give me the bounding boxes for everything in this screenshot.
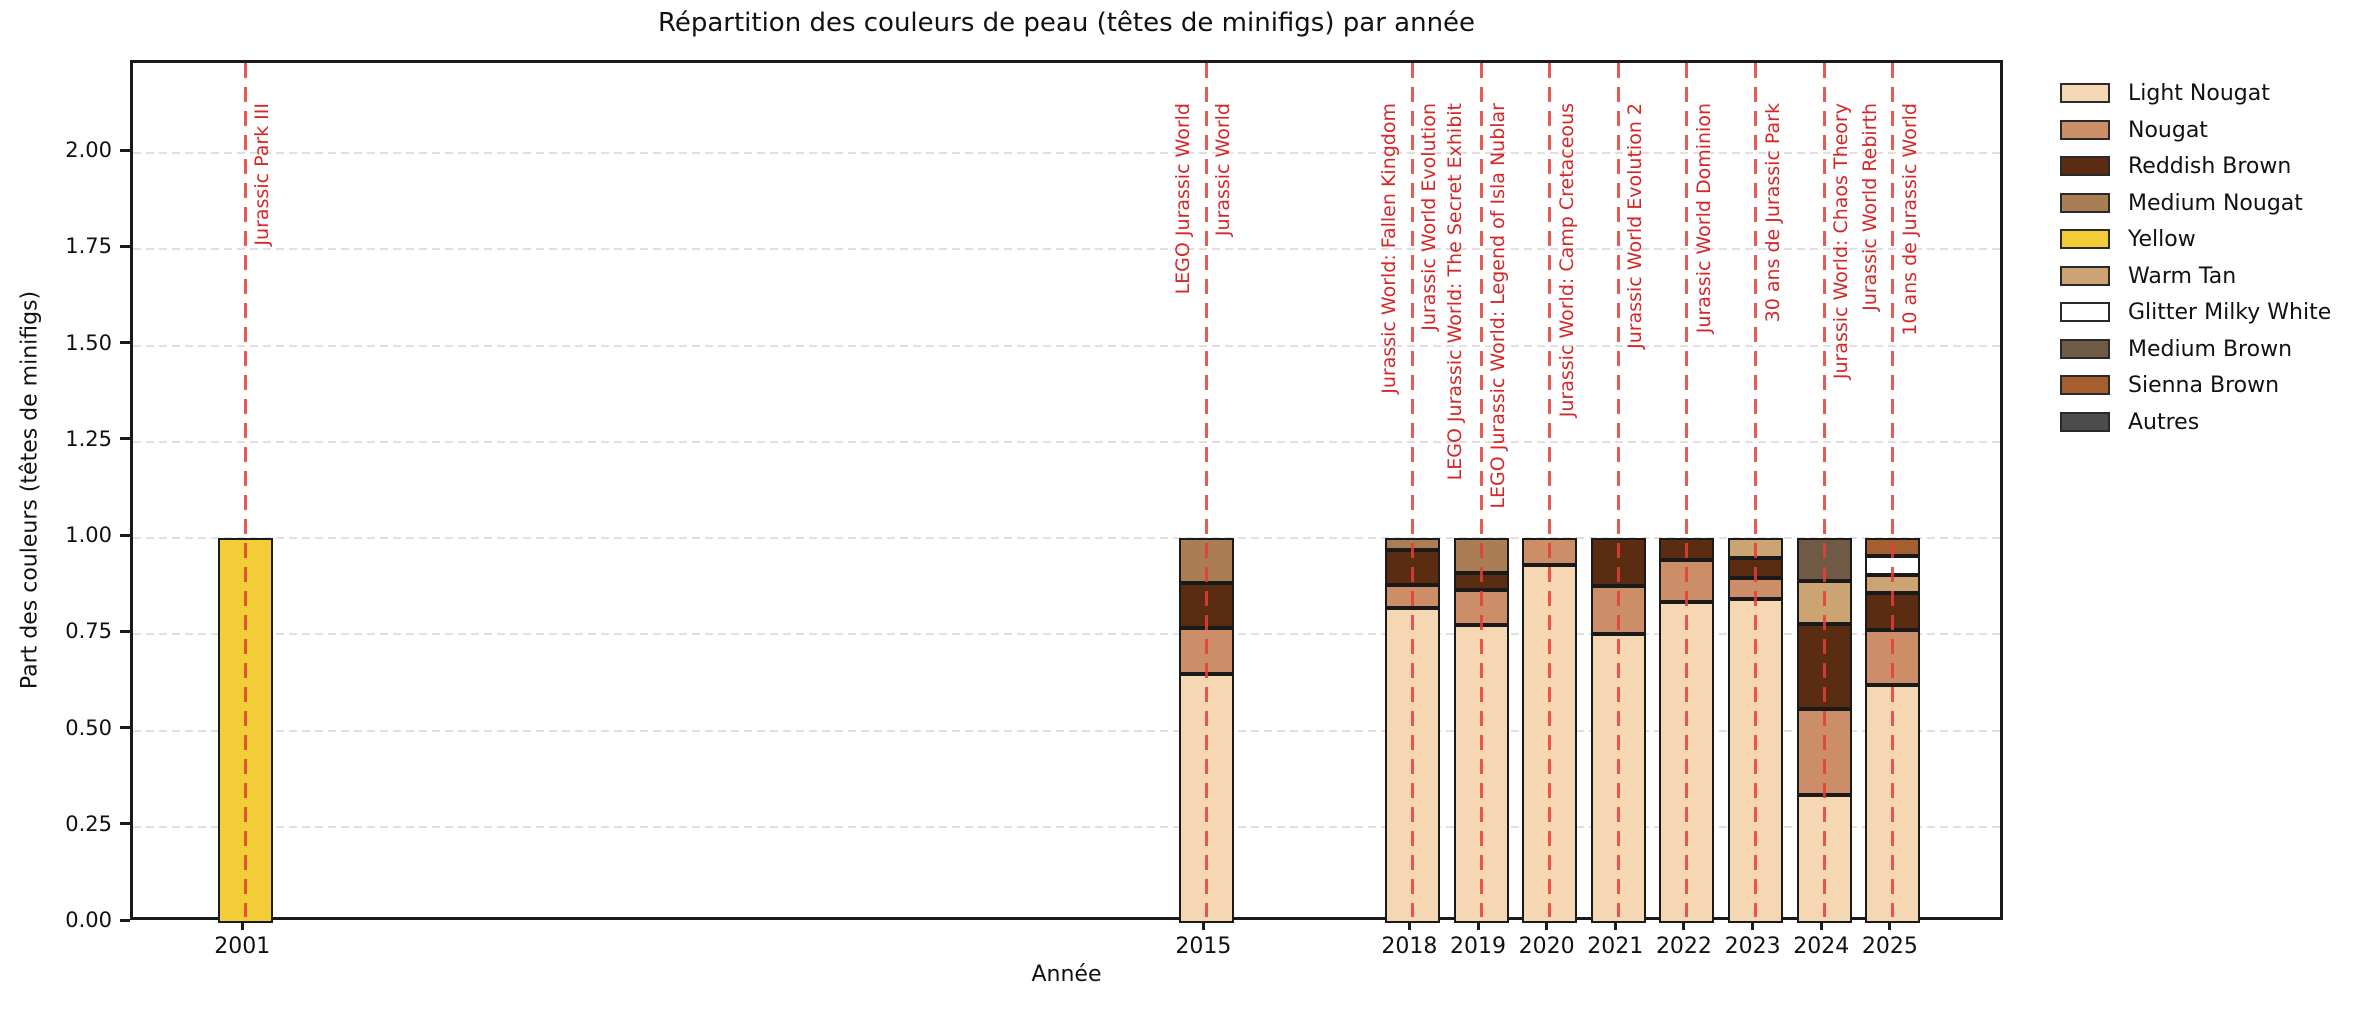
event-line-2021 (1616, 63, 1620, 917)
event-label-2015-0: LEGO Jurassic World (1172, 103, 1195, 295)
gridline-1.25 (133, 440, 2000, 443)
legend-label: Medium Brown (2128, 336, 2293, 362)
gridline-0.25 (133, 825, 2000, 828)
event-label-2019-0: LEGO Jurassic World: Legend of Isla Nubl… (1487, 103, 1509, 509)
event-line-2019 (1479, 63, 1483, 917)
y-tick-1.25 (120, 437, 130, 441)
event-label-2015-1: Jurassic World (1212, 103, 1235, 237)
legend-swatch-reddish-brown (2060, 156, 2110, 176)
x-tick-2023 (1751, 920, 1755, 930)
y-tick-label: 1.00 (65, 523, 112, 547)
x-tick-2015 (1201, 920, 1205, 930)
legend-label: Yellow (2128, 227, 2196, 252)
x-tick-label: 2024 (1793, 934, 1850, 959)
event-label-2018-1: Jurassic World Evolution (1418, 103, 1441, 331)
x-tick-label: 2015 (1175, 934, 1232, 959)
legend-swatch-medium-brown (2060, 338, 2110, 359)
event-line-2025 (1891, 63, 1895, 917)
legend-label: Nougat (2128, 117, 2208, 143)
x-tick-2001 (240, 920, 244, 930)
x-tick-2024 (1819, 920, 1823, 930)
event-line-2023 (1754, 63, 1758, 917)
y-tick-0.75 (120, 629, 130, 633)
gridline-1.75 (133, 248, 2000, 251)
y-tick-label: 0.25 (65, 811, 112, 836)
event-label-2024-0: Jurassic World: Chaos Theory (1830, 103, 1853, 380)
y-tick-1.00 (120, 533, 130, 537)
y-tick-label: 1.25 (65, 426, 112, 451)
x-tick-label: 2025 (1861, 934, 1918, 959)
x-tick-2022 (1682, 920, 1686, 930)
x-tick-2021 (1613, 920, 1617, 930)
y-tick-label: 0.50 (65, 715, 112, 740)
legend-swatch-sienna-brown (2060, 375, 2110, 395)
event-label-2018-0: Jurassic World: Fallen Kingdom (1378, 103, 1401, 394)
legend-label: Autres (2128, 409, 2200, 435)
chart-title: Répartition des couleurs de peau (têtes … (657, 8, 1476, 38)
legend-swatch-yellow (2060, 229, 2110, 249)
event-label-2001-0: Jurassic Park III (251, 103, 274, 246)
legend-swatch-nougat (2060, 119, 2110, 140)
x-tick-2019 (1476, 920, 1480, 930)
x-tick-label: 2001 (214, 934, 271, 959)
y-tick-label: 0.75 (65, 619, 112, 644)
x-tick-2018 (1407, 920, 1411, 930)
x-tick-2025 (1888, 920, 1892, 930)
y-tick-label: 1.50 (65, 330, 112, 355)
event-line-2001 (243, 63, 247, 917)
gridline-0.50 (133, 729, 2000, 732)
legend-label: Sienna Brown (2128, 373, 2280, 398)
legend-label: Medium Nougat (2128, 190, 2303, 216)
legend-label: Warm Tan (2128, 263, 2237, 289)
y-tick-label: 1.75 (65, 234, 112, 259)
event-line-2018 (1410, 63, 1414, 917)
event-label-2020-0: Jurassic World: Camp Cretaceous (1555, 103, 1578, 418)
x-tick-label: 2019 (1450, 934, 1506, 959)
y-tick-0.50 (120, 726, 130, 729)
x-tick-label: 2020 (1518, 934, 1575, 959)
legend-label: Light Nougat (2128, 81, 2270, 106)
legend-swatch-autres (2060, 411, 2110, 432)
x-tick-label: 2022 (1655, 934, 1712, 959)
y-tick-1.75 (120, 244, 130, 248)
legend-label: Glitter Milky White (2128, 300, 2332, 325)
y-tick-2.00 (120, 148, 130, 152)
event-line-2024 (1822, 63, 1826, 917)
gridline-0.75 (133, 633, 2000, 636)
y-tick-0.00 (120, 918, 130, 922)
x-tick-label: 2023 (1724, 934, 1781, 959)
y-tick-label: 2.00 (65, 138, 112, 162)
legend-swatch-light-nougat (2060, 83, 2110, 103)
y-tick-1.50 (120, 341, 130, 344)
x-tick-2020 (1545, 920, 1549, 930)
gridline-1.50 (133, 344, 2000, 347)
legend-label: Reddish Brown (2128, 154, 2292, 179)
x-tick-label: 2021 (1587, 934, 1644, 959)
y-tick-label: 0.00 (65, 908, 112, 932)
gridline-2.00 (133, 152, 2000, 154)
event-line-2022 (1685, 63, 1689, 917)
x-tick-label: 2018 (1381, 934, 1438, 959)
event-label-2018-2: LEGO Jurassic World: The Secret Exhibit (1444, 103, 1467, 481)
y-tick-0.25 (120, 822, 130, 826)
event-label-2025-0: Jurassic World Rebirth (1858, 103, 1881, 311)
event-label-2022-0: Jurassic World Dominion (1692, 103, 1715, 334)
event-line-2015 (1204, 63, 1208, 917)
event-label-2023-0: 30 ans de Jurassic Park (1761, 103, 1784, 323)
event-label-2021-0: Jurassic World Evolution 2 (1624, 103, 1647, 349)
legend-swatch-medium-nougat (2060, 192, 2110, 213)
x-axis-label: Année (1031, 962, 1102, 987)
legend-swatch-warm-tan (2060, 265, 2110, 286)
legend-swatch-glitter-milky-white (2060, 302, 2110, 322)
plot-area (130, 60, 2003, 923)
gridline-1.00 (133, 537, 2000, 539)
event-line-2020 (1548, 63, 1552, 917)
event-label-2025-1: 10 ans de Jurassic World (1898, 103, 1921, 336)
